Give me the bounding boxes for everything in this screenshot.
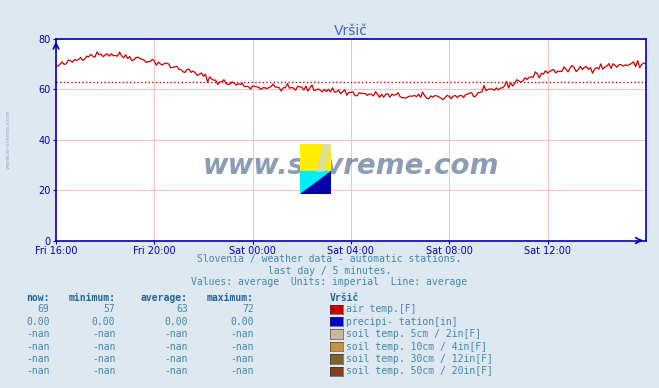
Text: -nan: -nan [164,354,188,364]
Text: www.si-vreme.com: www.si-vreme.com [203,152,499,180]
Text: -nan: -nan [92,366,115,376]
Polygon shape [317,144,331,171]
Text: soil temp. 30cm / 12in[F]: soil temp. 30cm / 12in[F] [346,354,493,364]
Text: 0.00: 0.00 [164,317,188,327]
Text: 72: 72 [242,304,254,314]
Text: -nan: -nan [164,329,188,339]
Text: soil temp. 5cm / 2in[F]: soil temp. 5cm / 2in[F] [346,329,481,339]
Text: -nan: -nan [164,366,188,376]
Text: -nan: -nan [26,354,49,364]
Text: www.si-vreme.com: www.si-vreme.com [5,110,11,170]
Title: Vršič: Vršič [334,24,368,38]
Polygon shape [300,171,331,194]
Text: precipi- tation[in]: precipi- tation[in] [346,317,457,327]
Text: Values: average  Units: imperial  Line: average: Values: average Units: imperial Line: av… [191,277,468,287]
Text: 0.00: 0.00 [26,317,49,327]
Text: 69: 69 [38,304,49,314]
Text: -nan: -nan [230,329,254,339]
Text: -nan: -nan [164,341,188,352]
Polygon shape [300,171,331,194]
Text: Slovenia / weather data - automatic stations.: Slovenia / weather data - automatic stat… [197,254,462,264]
Text: average:: average: [141,293,188,303]
Text: 63: 63 [176,304,188,314]
Text: 0.00: 0.00 [230,317,254,327]
Text: -nan: -nan [230,354,254,364]
Text: 57: 57 [103,304,115,314]
Text: minimum:: minimum: [69,293,115,303]
Text: -nan: -nan [92,354,115,364]
Text: -nan: -nan [92,341,115,352]
Text: -nan: -nan [26,341,49,352]
Text: soil temp. 50cm / 20in[F]: soil temp. 50cm / 20in[F] [346,366,493,376]
Text: -nan: -nan [230,366,254,376]
Text: air temp.[F]: air temp.[F] [346,304,416,314]
Bar [300,144,331,171]
Text: Vršič: Vršič [330,293,359,303]
Text: -nan: -nan [26,329,49,339]
Text: -nan: -nan [230,341,254,352]
Text: 0.00: 0.00 [92,317,115,327]
Text: -nan: -nan [92,329,115,339]
Text: -nan: -nan [26,366,49,376]
Text: soil temp. 10cm / 4in[F]: soil temp. 10cm / 4in[F] [346,341,487,352]
Text: maximum:: maximum: [207,293,254,303]
Text: last day / 5 minutes.: last day / 5 minutes. [268,265,391,275]
Text: now:: now: [26,293,49,303]
